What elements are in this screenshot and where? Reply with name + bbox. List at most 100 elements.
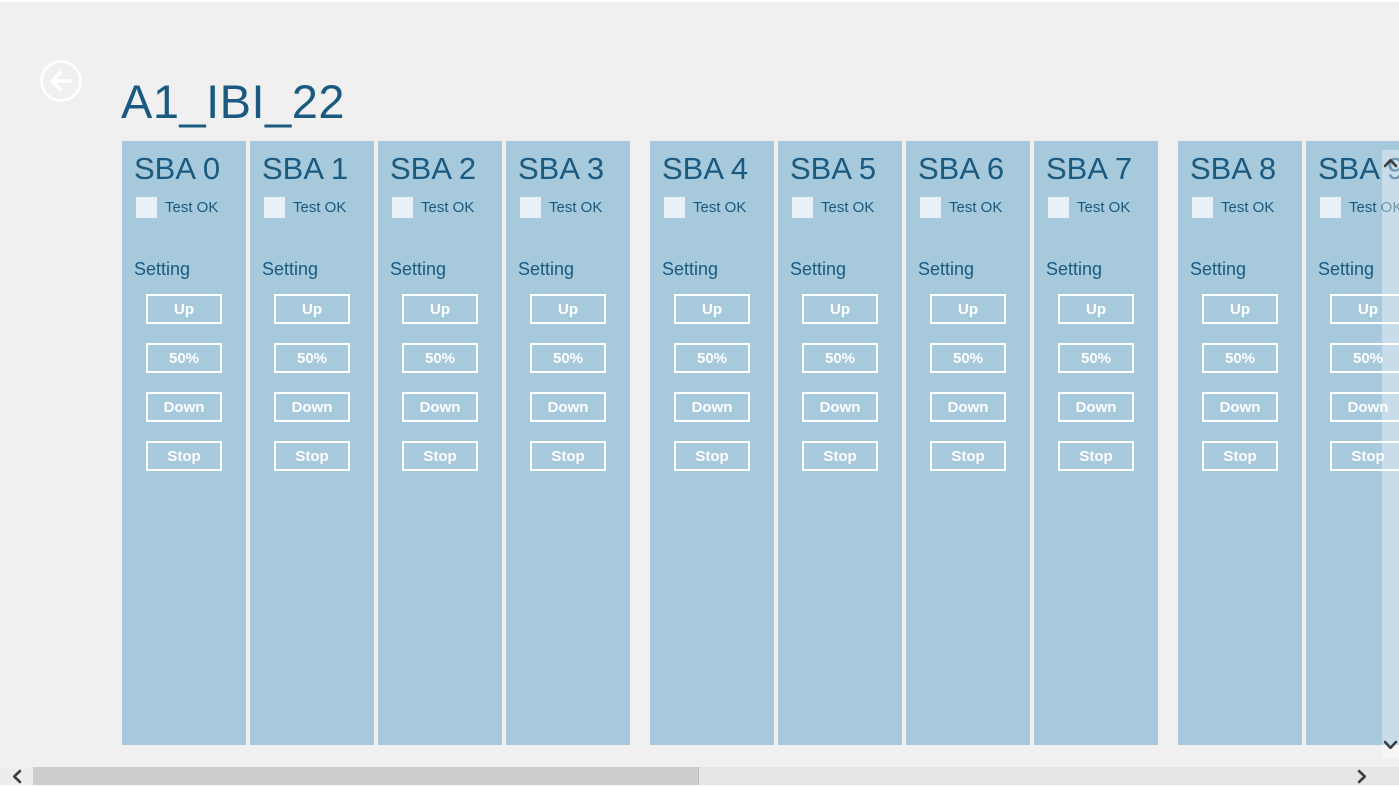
horizontal-scrollbar[interactable] [0, 767, 1399, 785]
stop-button[interactable]: Stop [1058, 441, 1134, 471]
fifty-percent-button[interactable]: 50% [530, 343, 606, 373]
down-button[interactable]: Down [1058, 392, 1134, 422]
setting-label: Setting [390, 259, 447, 279]
setting-label: Setting [662, 259, 719, 279]
fifty-percent-button[interactable]: 50% [930, 343, 1006, 373]
up-button[interactable]: Up [530, 294, 606, 324]
down-button[interactable]: Down [1202, 392, 1278, 422]
card-title: SBA 2 [390, 151, 477, 186]
fifty-percent-button[interactable]: 50% [674, 343, 750, 373]
card-title: SBA 5 [790, 151, 877, 186]
back-arrow-icon [40, 60, 82, 102]
fifty-percent-button[interactable]: 50% [146, 343, 222, 373]
setting-label: Setting [262, 259, 319, 279]
top-edge-highlight [0, 0, 1399, 2]
fifty-percent-button[interactable]: 50% [402, 343, 478, 373]
down-button[interactable]: Down [402, 392, 478, 422]
down-button[interactable]: Down [930, 392, 1006, 422]
back-button[interactable] [39, 59, 83, 103]
down-button[interactable]: Down [1330, 392, 1399, 422]
up-button[interactable]: Up [930, 294, 1006, 324]
test-ok-checkbox[interactable] [1320, 196, 1341, 218]
horizontal-scrollbar-thumb[interactable] [33, 767, 699, 785]
stop-button[interactable]: Stop [674, 441, 750, 471]
test-ok-row: Test OK [136, 196, 246, 218]
sba-card: SBA 9 Test OK Setting Up 50% Down Stop [1306, 141, 1399, 745]
stop-button[interactable]: Stop [802, 441, 878, 471]
down-button[interactable]: Down [146, 392, 222, 422]
sba-card: SBA 1 Test OK Setting Up 50% Down Stop [250, 141, 374, 745]
scroll-right-button[interactable] [1349, 767, 1375, 785]
test-ok-label: Test OK [421, 198, 475, 216]
test-ok-checkbox[interactable] [392, 196, 413, 218]
down-button[interactable]: Down [530, 392, 606, 422]
up-button[interactable]: Up [402, 294, 478, 324]
bottom-edge-strip [0, 785, 1399, 787]
sba-card: SBA 6 Test OK Setting Up 50% Down Stop [906, 141, 1030, 745]
card-title: SBA 9 [1318, 151, 1399, 186]
up-button[interactable]: Up [274, 294, 350, 324]
test-ok-label: Test OK [1349, 198, 1399, 216]
test-ok-label: Test OK [1221, 198, 1275, 216]
test-ok-label: Test OK [693, 198, 747, 216]
fifty-percent-button[interactable]: 50% [802, 343, 878, 373]
setting-label: Setting [518, 259, 575, 279]
down-button[interactable]: Down [802, 392, 878, 422]
fifty-percent-button[interactable]: 50% [1202, 343, 1278, 373]
card-title: SBA 3 [518, 151, 605, 186]
test-ok-checkbox[interactable] [264, 196, 285, 218]
test-ok-row: Test OK [1048, 196, 1158, 218]
up-button[interactable]: Up [146, 294, 222, 324]
stop-button[interactable]: Stop [930, 441, 1006, 471]
test-ok-checkbox[interactable] [1048, 196, 1069, 218]
test-ok-row: Test OK [1192, 196, 1302, 218]
setting-label: Setting [1318, 259, 1375, 279]
test-ok-checkbox[interactable] [136, 196, 157, 218]
setting-label: Setting [918, 259, 975, 279]
stop-button[interactable]: Stop [146, 441, 222, 471]
test-ok-checkbox[interactable] [1192, 196, 1213, 218]
stop-button[interactable]: Stop [530, 441, 606, 471]
down-button[interactable]: Down [674, 392, 750, 422]
test-ok-checkbox[interactable] [664, 196, 685, 218]
stop-button[interactable]: Stop [274, 441, 350, 471]
test-ok-label: Test OK [165, 198, 219, 216]
up-button[interactable]: Up [802, 294, 878, 324]
stop-button[interactable]: Stop [1330, 441, 1399, 471]
scroll-up-button[interactable] [1382, 152, 1399, 174]
chevron-down-icon [1383, 740, 1398, 750]
stop-button[interactable]: Stop [1202, 441, 1278, 471]
fifty-percent-button[interactable]: 50% [1330, 343, 1399, 373]
test-ok-label: Test OK [293, 198, 347, 216]
test-ok-checkbox[interactable] [520, 196, 541, 218]
down-button[interactable]: Down [274, 392, 350, 422]
chevron-up-icon [1383, 158, 1398, 168]
cards-row: SBA 0 Test OK Setting Up 50% Down Stop S… [122, 141, 1399, 745]
sba-card: SBA 0 Test OK Setting Up 50% Down Stop [122, 141, 246, 745]
setting-label: Setting [134, 259, 191, 279]
sba-card: SBA 3 Test OK Setting Up 50% Down Stop [506, 141, 630, 745]
test-ok-checkbox[interactable] [920, 196, 941, 218]
card-title: SBA 6 [918, 151, 1005, 186]
test-ok-label: Test OK [949, 198, 1003, 216]
vertical-scrollbar[interactable] [1382, 150, 1399, 758]
scroll-down-button[interactable] [1382, 734, 1399, 756]
test-ok-row: Test OK [792, 196, 902, 218]
fifty-percent-button[interactable]: 50% [1058, 343, 1134, 373]
test-ok-checkbox[interactable] [792, 196, 813, 218]
sba-card: SBA 2 Test OK Setting Up 50% Down Stop [378, 141, 502, 745]
fifty-percent-button[interactable]: 50% [274, 343, 350, 373]
test-ok-row: Test OK [920, 196, 1030, 218]
card-title: SBA 7 [1046, 151, 1133, 186]
up-button[interactable]: Up [1058, 294, 1134, 324]
up-button[interactable]: Up [1330, 294, 1399, 324]
card-title: SBA 1 [262, 151, 349, 186]
setting-label: Setting [1046, 259, 1103, 279]
stop-button[interactable]: Stop [402, 441, 478, 471]
scroll-left-button[interactable] [0, 767, 33, 785]
up-button[interactable]: Up [1202, 294, 1278, 324]
sba-card: SBA 7 Test OK Setting Up 50% Down Stop [1034, 141, 1158, 745]
test-ok-row: Test OK [264, 196, 374, 218]
test-ok-label: Test OK [821, 198, 875, 216]
up-button[interactable]: Up [674, 294, 750, 324]
